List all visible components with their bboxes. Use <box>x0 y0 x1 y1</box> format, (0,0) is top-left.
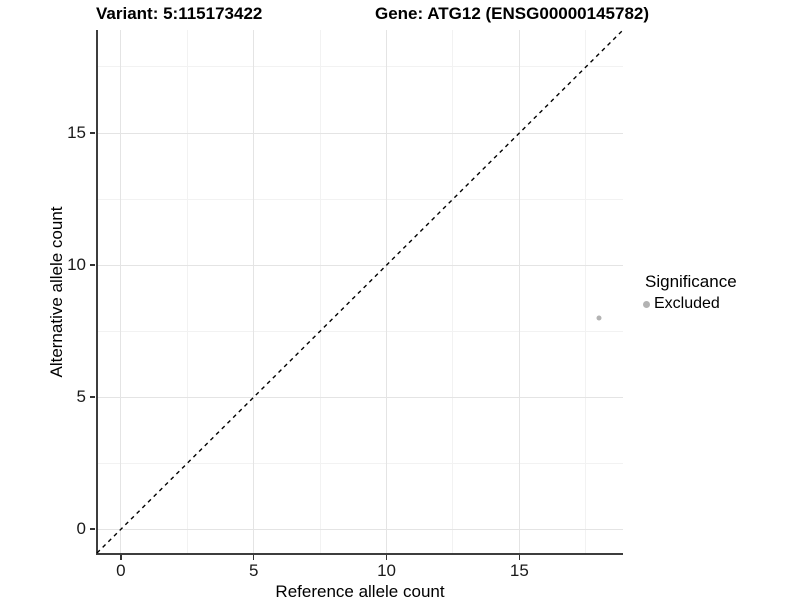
legend-key <box>638 296 654 312</box>
y-tick-mark <box>90 396 96 398</box>
y-minor-gridline <box>97 198 623 200</box>
legend: Significance Excluded <box>638 272 737 313</box>
x-tick-label: 0 <box>116 561 126 580</box>
x-tick-mark <box>120 554 122 560</box>
x-minor-gridline <box>186 30 188 553</box>
y-tick-label: 15 <box>67 123 86 142</box>
y-tick-label: 5 <box>76 387 86 407</box>
y-minor-gridline <box>97 66 623 68</box>
y-major-gridline <box>97 396 623 398</box>
y-major-gridline <box>97 264 623 266</box>
y-tick-label: 0 <box>76 519 86 539</box>
y-axis-line <box>96 30 98 554</box>
y-minor-gridline <box>97 462 623 464</box>
y-minor-gridline <box>97 330 623 332</box>
x-tick-label: 10 <box>377 561 397 580</box>
y-tick-mark <box>90 132 96 134</box>
gene-title: Gene: ATG12 (ENSG00000145782) <box>375 4 650 23</box>
y-tick-mark <box>90 264 96 266</box>
legend-entry-excluded: Excluded <box>638 295 737 313</box>
x-major-gridline <box>120 30 122 553</box>
y-tick-mark <box>90 528 96 530</box>
x-tick-label: 5 <box>249 561 259 580</box>
legend-title: Significance <box>645 272 737 291</box>
variant-title: Variant: 5:115173422 <box>96 4 263 23</box>
x-minor-gridline <box>319 30 321 553</box>
y-major-gridline <box>97 132 623 134</box>
x-tick-mark <box>385 554 388 560</box>
x-minor-gridline <box>452 30 454 553</box>
x-tick-mark <box>518 554 521 560</box>
legend-entry-label: Excluded <box>654 295 720 312</box>
x-minor-gridline <box>585 30 587 553</box>
x-major-gridline <box>518 30 520 553</box>
x-tick-mark <box>252 554 255 560</box>
excluded-point-icon <box>642 300 650 308</box>
x-major-gridline <box>253 30 255 553</box>
y-major-gridline <box>97 528 623 530</box>
x-major-gridline <box>386 30 388 553</box>
y-tick-label: 10 <box>67 255 86 275</box>
x-tick-label: 15 <box>509 561 529 580</box>
x-axis-line <box>96 553 623 555</box>
data-point <box>596 315 602 321</box>
x-axis-title: Reference allele count <box>275 582 445 600</box>
